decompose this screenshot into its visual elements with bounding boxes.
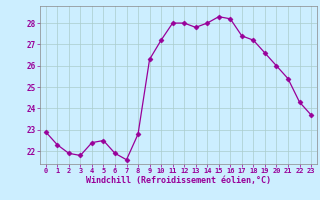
X-axis label: Windchill (Refroidissement éolien,°C): Windchill (Refroidissement éolien,°C) bbox=[86, 176, 271, 185]
